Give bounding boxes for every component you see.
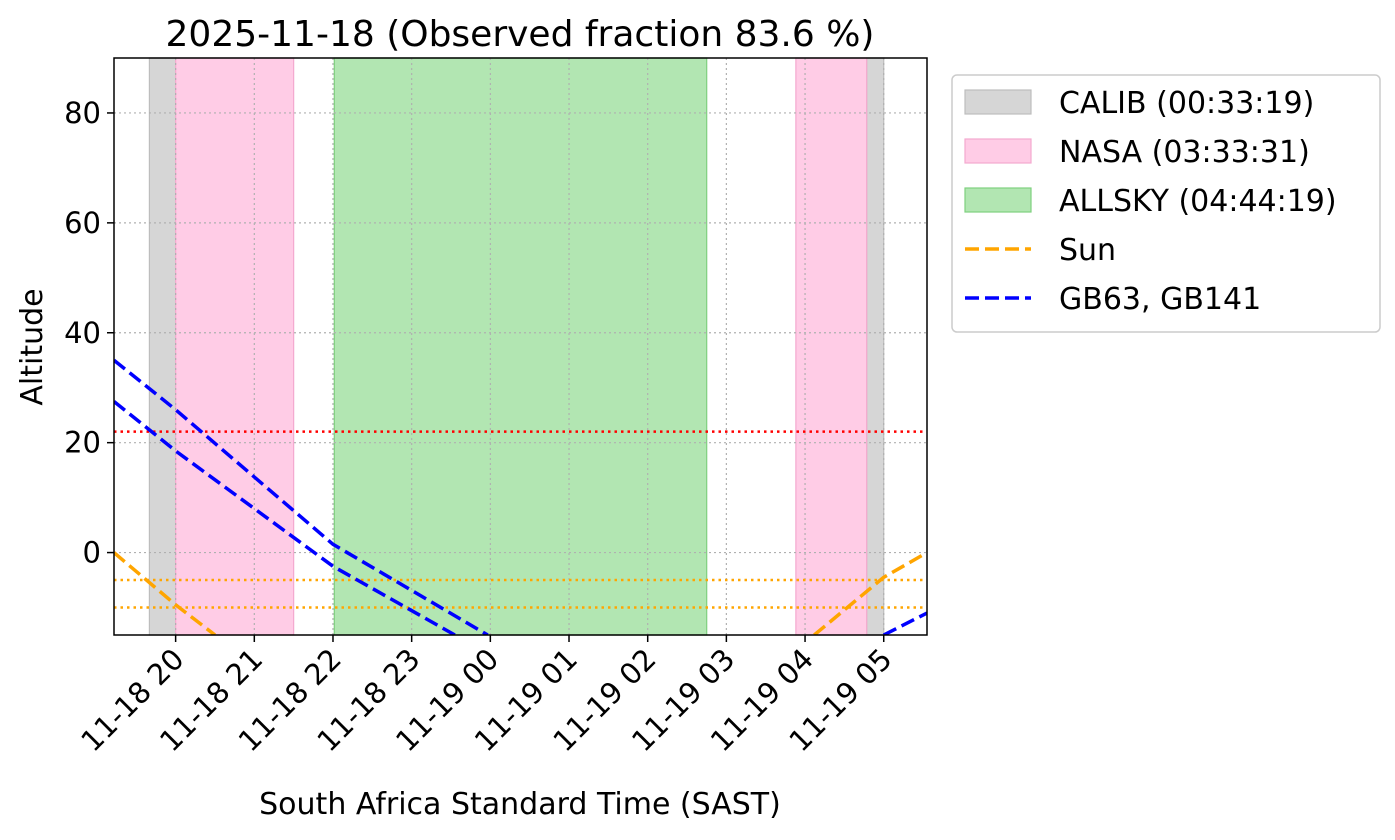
legend-swatch	[964, 187, 1032, 213]
grid-layer	[114, 58, 927, 635]
y-axis-label: Altitude	[15, 288, 50, 405]
y-axis: 0 20 40 60 80	[64, 96, 114, 570]
series-line-gb63-gb141	[114, 358, 489, 635]
threshold-lines	[114, 430, 927, 609]
legend: CALIB (00:33:19) NASA (03:33:31) ALLSKY (0…	[951, 74, 1381, 333]
legend-frame	[951, 74, 1381, 333]
y-tick-label: 80	[64, 96, 101, 130]
legend-label: CALIB (00:33:19)	[1059, 86, 1314, 121]
legend-label: Sun	[1059, 233, 1116, 268]
span-allsky	[333, 57, 708, 636]
legend-label: NASA (03:33:31)	[1059, 135, 1310, 170]
span-layer	[148, 57, 885, 636]
chart-title: 2025-11-18 (Observed fraction 83.6 %)	[166, 14, 875, 55]
series-line-gb63-gb141	[114, 400, 456, 635]
series-layer	[114, 358, 927, 635]
span-nasa	[795, 57, 868, 636]
y-tick-label: 20	[64, 426, 101, 460]
span-calib	[866, 57, 885, 636]
series-line-sun	[114, 551, 217, 635]
plot-frame	[113, 57, 928, 636]
series-line-sun	[813, 551, 927, 635]
y-tick-label: 0	[83, 536, 101, 570]
span-nasa	[175, 57, 295, 636]
y-tick-label: 60	[64, 206, 101, 240]
legend-swatch	[964, 89, 1032, 115]
legend-swatch	[964, 138, 1032, 164]
span-calib	[148, 57, 177, 636]
series-line-gb63-gb141	[882, 611, 927, 635]
x-axis-label: South Africa Standard Time (SAST)	[259, 787, 781, 822]
y-tick-label: 40	[64, 316, 101, 350]
legend-label: GB63, GB141	[1059, 282, 1261, 317]
legend-label: ALLSKY (04:44:19)	[1059, 184, 1337, 219]
